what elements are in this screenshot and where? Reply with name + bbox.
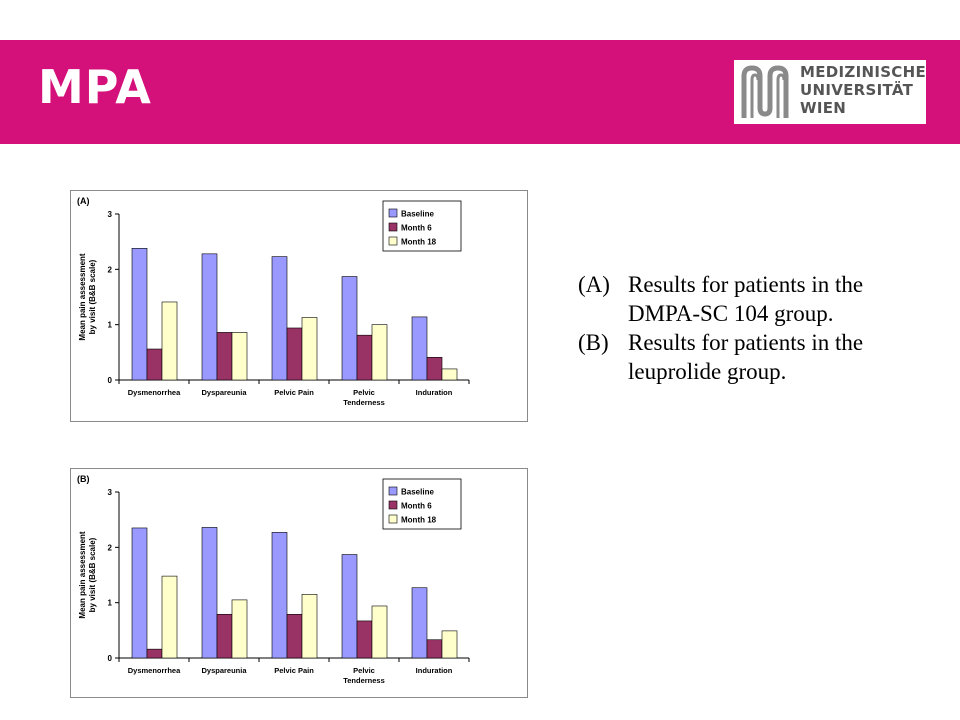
x-tick-label: Pelvic Pain	[274, 388, 314, 397]
bar-month-6	[146, 648, 163, 659]
bar-month-18	[301, 594, 318, 659]
y-tick-label: 0	[108, 654, 113, 663]
bar-month-18	[161, 301, 178, 381]
y-tick-label: 2	[108, 265, 113, 274]
y-tick-label: 0	[108, 376, 113, 385]
bar-month-6	[286, 613, 303, 659]
bar-baseline	[341, 554, 358, 659]
bar-month-18	[231, 332, 248, 381]
x-tick-label: Dysmenorrhea	[128, 388, 181, 397]
caption-item-b: (B) Results for patients in the leuproli…	[578, 328, 908, 386]
caption-item-a: (A) Results for patients in the DMPA-SC …	[578, 270, 908, 328]
y-axis-label-line: Mean pain assessment	[78, 531, 87, 618]
bar-baseline	[341, 276, 358, 381]
caption-list: (A) Results for patients in the DMPA-SC …	[578, 270, 908, 386]
legend-swatch	[388, 500, 398, 510]
legend-swatch	[388, 486, 398, 496]
x-tick-label: Dyspareunia	[201, 666, 247, 675]
x-tick-label: Induration	[416, 666, 453, 675]
bar-month-18	[371, 324, 388, 381]
bar-chart-b: (B) Mean pain assessmentby visit (B&B sca…	[77, 474, 470, 685]
caption-tag: (B)	[578, 330, 609, 355]
chart-panel-b: (B) Mean pain assessmentby visit (B&B sca…	[70, 468, 528, 698]
logo-text: MEDIZINISCHE UNIVERSITÄT WIEN	[800, 63, 927, 117]
bar-month-18	[161, 575, 178, 659]
x-tick-label: Tenderness	[343, 398, 385, 407]
bar-baseline	[411, 587, 428, 659]
bar-month-18	[231, 599, 248, 659]
x-tick-label: Dyspareunia	[201, 388, 247, 397]
y-axis-label: Mean pain assessmentby visit (B&B scale)	[78, 253, 97, 340]
caption-tag: (A)	[578, 272, 610, 297]
legend-label: Month 18	[401, 516, 437, 525]
y-tick-label: 1	[108, 321, 113, 330]
legend-label: Baseline	[401, 210, 434, 219]
legend-label: Baseline	[401, 488, 434, 497]
bar-month-18	[441, 368, 458, 381]
chart-panel-a: (A) Mean pain assessmentby visit (B&B sca…	[70, 190, 528, 422]
bar-month-18	[301, 317, 318, 381]
bar-month-6	[356, 334, 373, 381]
bar-month-18	[371, 605, 388, 659]
panel-label: (A)	[77, 196, 90, 206]
university-logo: MEDIZINISCHE UNIVERSITÄT WIEN	[734, 60, 926, 124]
legend-swatch	[388, 236, 398, 246]
x-tick-label: Pelvic	[353, 388, 375, 397]
y-tick-label: 1	[108, 599, 113, 608]
y-tick-label: 3	[108, 488, 113, 497]
bar-month-6	[286, 327, 303, 381]
legend-label: Month 18	[401, 238, 437, 247]
page-title: MPA	[38, 60, 152, 114]
x-tick-label: Pelvic Pain	[274, 666, 314, 675]
caption-text: Results for patients in the leuprolide g…	[628, 330, 864, 384]
bar-month-6	[426, 639, 443, 659]
bar-month-6	[356, 620, 373, 659]
legend-label: Month 6	[401, 224, 432, 233]
y-tick-label: 2	[108, 543, 113, 552]
y-axis-label-line: by visit (B&B scale)	[88, 259, 97, 334]
x-tick-label: Induration	[416, 388, 453, 397]
legend-swatch	[388, 222, 398, 232]
bar-month-6	[426, 357, 443, 381]
bar-month-6	[146, 348, 163, 381]
bar-baseline	[201, 527, 218, 659]
y-axis-label-line: by visit (B&B scale)	[88, 537, 97, 612]
legend-swatch	[388, 208, 398, 218]
bar-baseline	[131, 527, 148, 659]
bar-baseline	[411, 316, 428, 381]
x-tick-label: Dysmenorrhea	[128, 666, 181, 675]
panel-label: (B)	[77, 474, 90, 484]
bar-month-6	[216, 332, 233, 381]
bar-month-18	[441, 630, 458, 659]
bar-chart-a: (A) Mean pain assessmentby visit (B&B sca…	[77, 196, 470, 407]
bar-baseline	[201, 253, 218, 381]
caption-text: Results for patients in the DMPA-SC 104 …	[628, 272, 864, 326]
header-banner: MPA MEDIZINISCHE UNIVERSITÄT WIEN	[0, 40, 960, 144]
bar-month-6	[216, 613, 233, 659]
legend-label: Month 6	[401, 502, 432, 511]
y-axis-label-line: Mean pain assessment	[78, 253, 87, 340]
bar-baseline	[271, 256, 288, 381]
y-axis-label: Mean pain assessmentby visit (B&B scale)	[78, 531, 97, 618]
y-tick-label: 3	[108, 210, 113, 219]
logo-emblem-icon	[741, 65, 789, 118]
x-tick-label: Pelvic	[353, 666, 375, 675]
bar-baseline	[271, 532, 288, 659]
legend-swatch	[388, 514, 398, 524]
bar-baseline	[131, 248, 148, 381]
x-tick-label: Tenderness	[343, 676, 385, 685]
